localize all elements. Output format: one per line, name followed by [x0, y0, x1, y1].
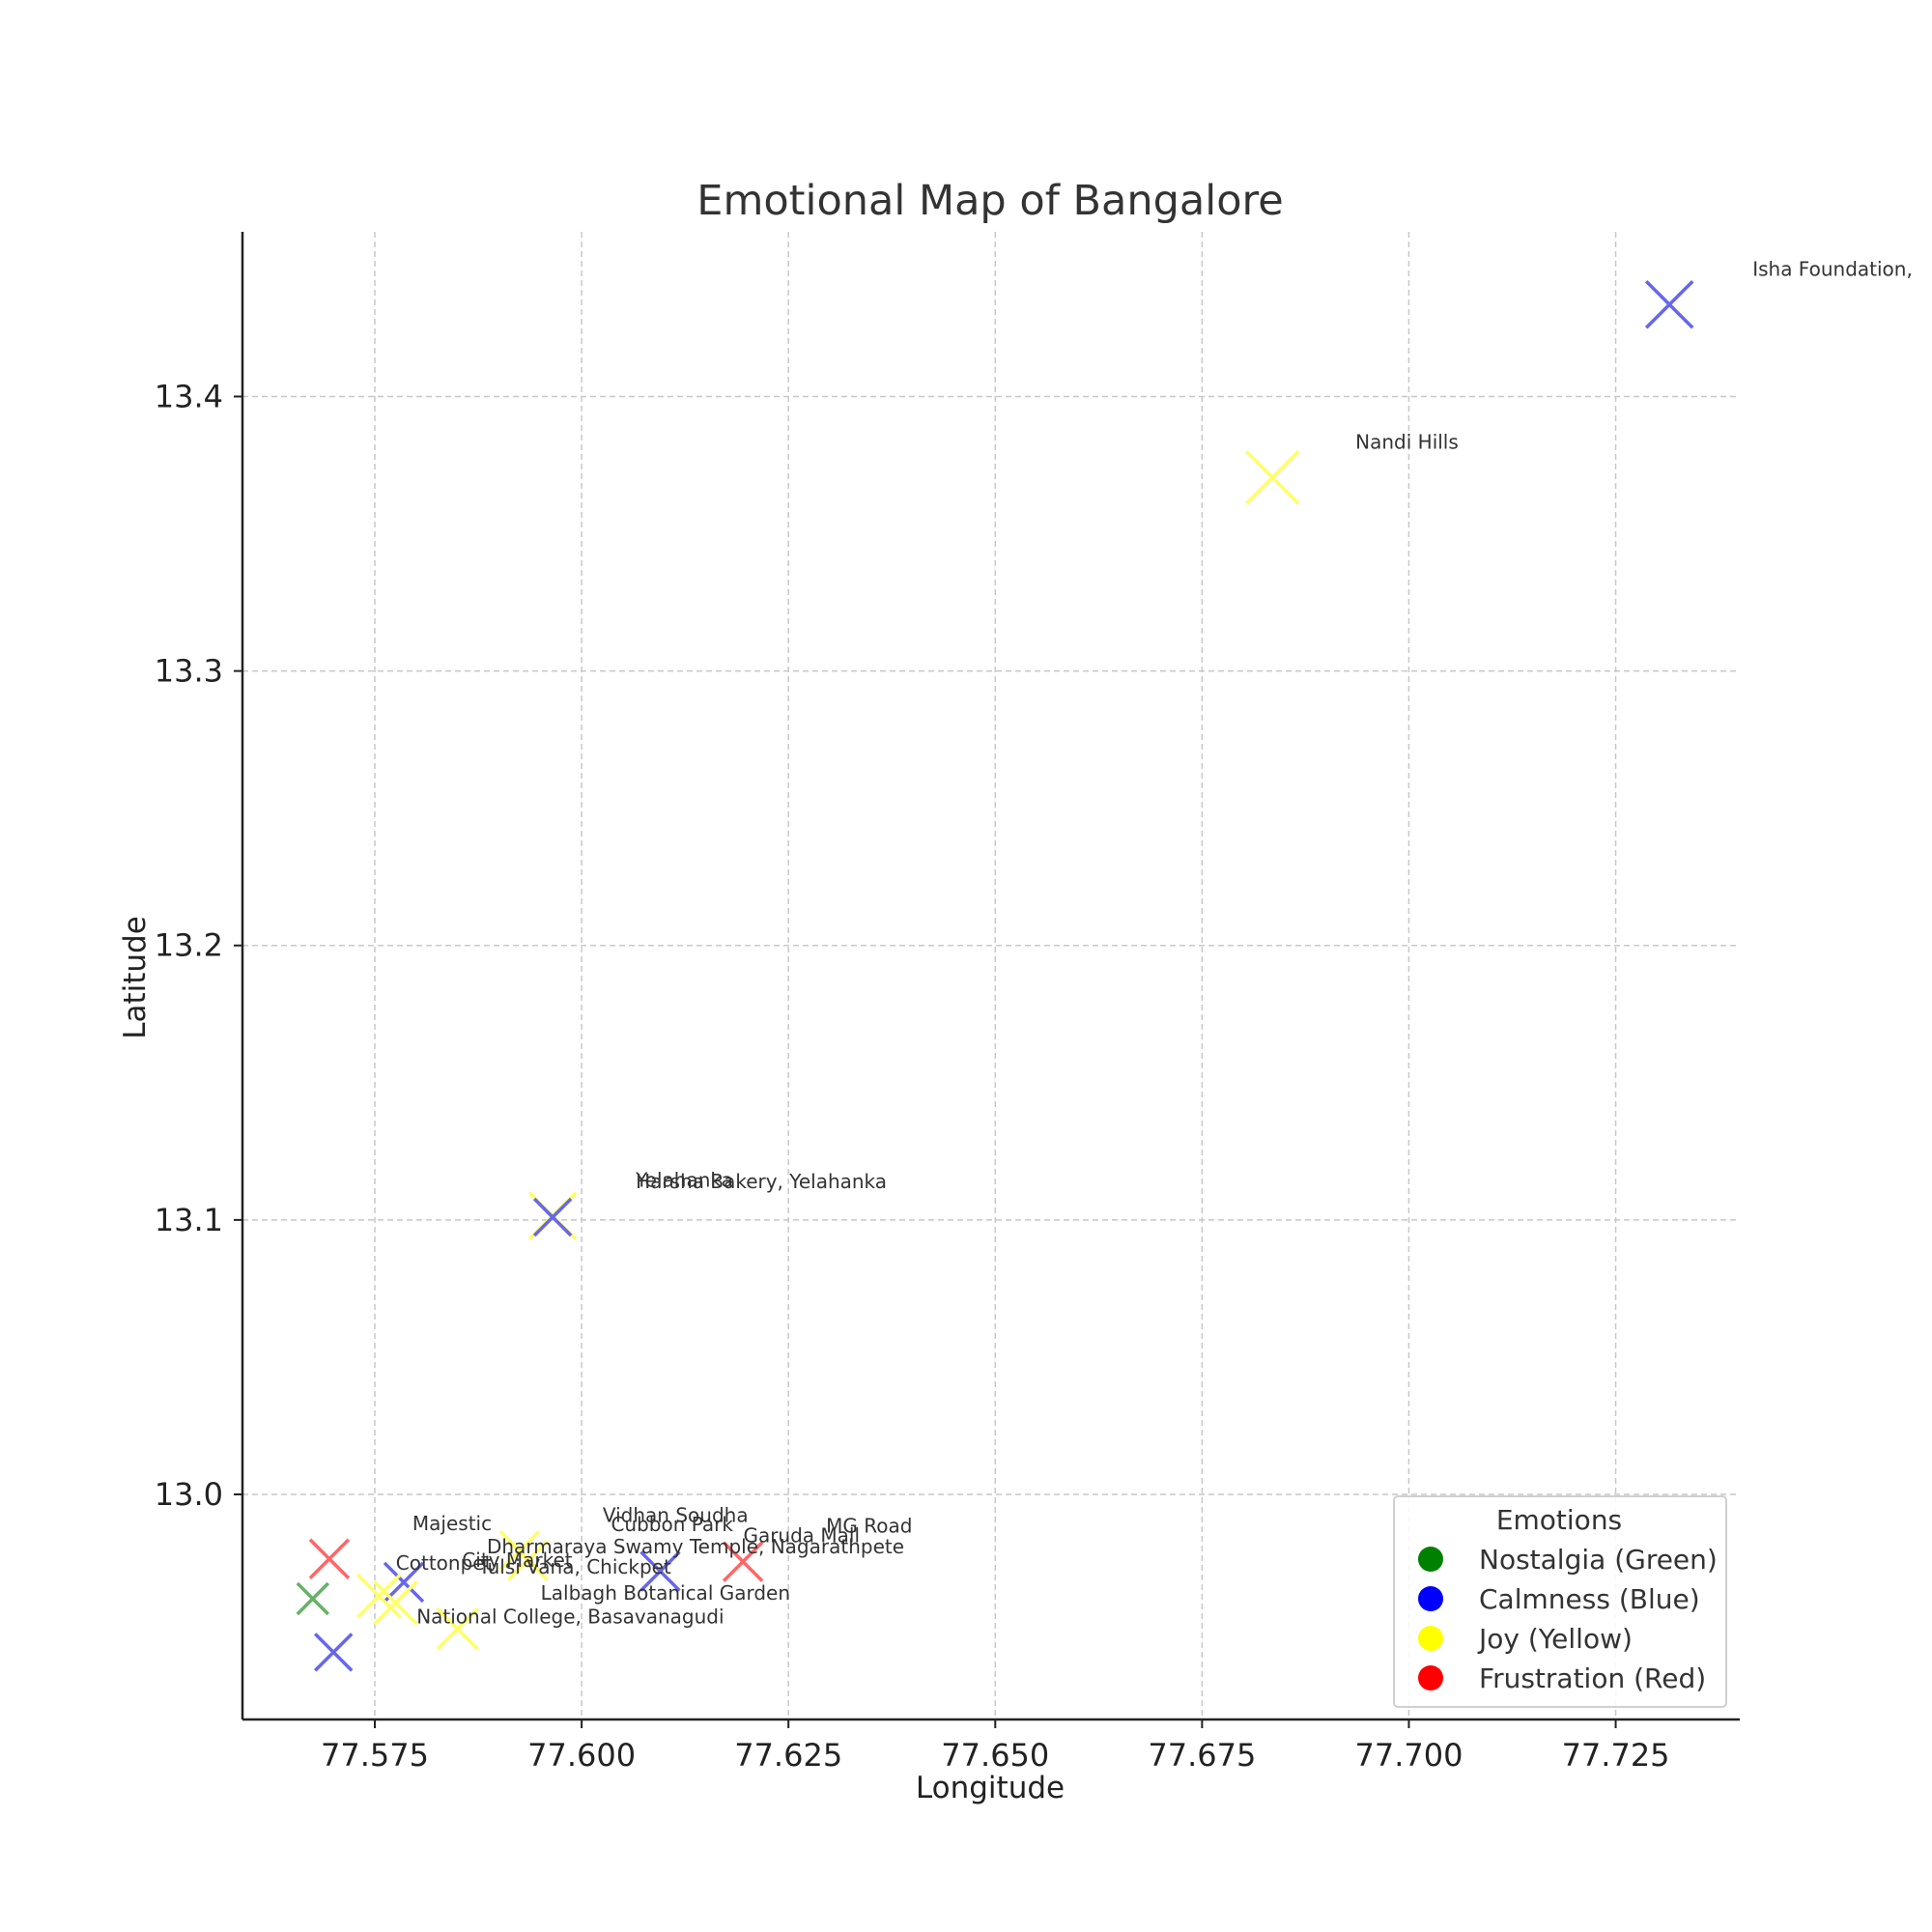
legend-box: [1393, 1495, 1727, 1708]
legend-swatch: [1418, 1547, 1443, 1572]
point-label: Nandi Hills: [1355, 430, 1459, 453]
data-point-marker: [296, 1581, 330, 1616]
data-point-marker: [722, 1541, 764, 1582]
data-point-marker: [356, 1573, 402, 1619]
y-tick-label: 13.2: [155, 927, 223, 964]
x-axis-label: Longitude: [916, 1771, 1065, 1805]
y-axis-label: Latitude: [118, 916, 153, 1039]
point-label: Dharmaraya Swamy Temple, Nagarathpete: [487, 1535, 904, 1558]
legend-entry-label: Calmness (Blue): [1479, 1583, 1700, 1615]
point-label: Tulsi Vana, Chickpet: [477, 1555, 671, 1578]
grid-lines: [242, 232, 1740, 1719]
point-label: Yelahanka: [635, 1169, 733, 1192]
legend-title: Emotions: [1496, 1504, 1622, 1536]
point-label: Vidhan Soudha: [603, 1503, 749, 1526]
y-tick-label: 13.4: [155, 378, 223, 414]
x-tick-label: 77.625: [734, 1737, 842, 1774]
axis-spines: [241, 232, 1740, 1721]
y-tick-label: 13.1: [155, 1202, 223, 1238]
point-label: City Market: [462, 1548, 572, 1572]
tick-labels: 77.575 77.600 77.625 77.650 77.675 77.700 77.7…: [155, 378, 1670, 1774]
data-point-marker: [383, 1561, 425, 1604]
chart-title: Emotional Map of Bangalore: [696, 177, 1283, 225]
data-point-marker: [436, 1606, 479, 1651]
point-label: Cottonpet: [396, 1551, 493, 1575]
legend-swatch: [1418, 1665, 1443, 1690]
point-label: Garuda Mall: [743, 1524, 860, 1548]
legend-entry-label: Nostalgia (Green): [1479, 1544, 1718, 1576]
data-point-marker: [373, 1580, 418, 1626]
legend-entry-label: Joy (Yellow): [1477, 1623, 1633, 1655]
legend-swatch: [1418, 1586, 1443, 1611]
legend: Emotions Nostalgia (Green) Calmness (Blue…: [1393, 1495, 1727, 1708]
legend-entries: Nostalgia (Green) Calmness (Blue) Joy (Yel…: [1418, 1544, 1718, 1694]
data-point-marker: [639, 1550, 681, 1592]
x-tick-label: 77.575: [321, 1737, 429, 1774]
point-label: Isha Foundation,: [1752, 257, 1913, 280]
point-labels: Isha Foundation, Nandi Hills YelahankaHars…: [396, 257, 1913, 1628]
data-point-marker: [1244, 450, 1300, 505]
x-tick-label: 77.650: [941, 1737, 1049, 1774]
y-tick-label: 13.0: [155, 1476, 223, 1513]
point-label: Harsha Bakery, Yelahanka: [636, 1170, 887, 1193]
point-label: Majestic: [412, 1512, 492, 1535]
data-point-marker: [308, 1538, 351, 1580]
point-label: Cubbon Park: [611, 1513, 733, 1536]
data-point-marker: [313, 1633, 354, 1672]
legend-entry-label: Frustration (Red): [1479, 1662, 1706, 1694]
x-tick-label: 77.675: [1148, 1737, 1256, 1774]
data-points: [296, 280, 1694, 1672]
y-tick-label: 13.3: [155, 653, 223, 690]
x-tick-label: 77.725: [1562, 1737, 1670, 1774]
x-tick-label: 77.700: [1354, 1737, 1463, 1774]
data-point-marker: [507, 1539, 549, 1581]
point-label: National College, Basavanagudi: [416, 1605, 724, 1628]
x-tick-label: 77.600: [527, 1737, 636, 1774]
point-label: MG Road: [826, 1515, 912, 1538]
data-point-marker: [1644, 280, 1694, 329]
legend-swatch: [1418, 1626, 1443, 1651]
data-point-marker: [532, 1197, 573, 1237]
point-label: Lalbagh Botanical Garden: [541, 1581, 790, 1605]
